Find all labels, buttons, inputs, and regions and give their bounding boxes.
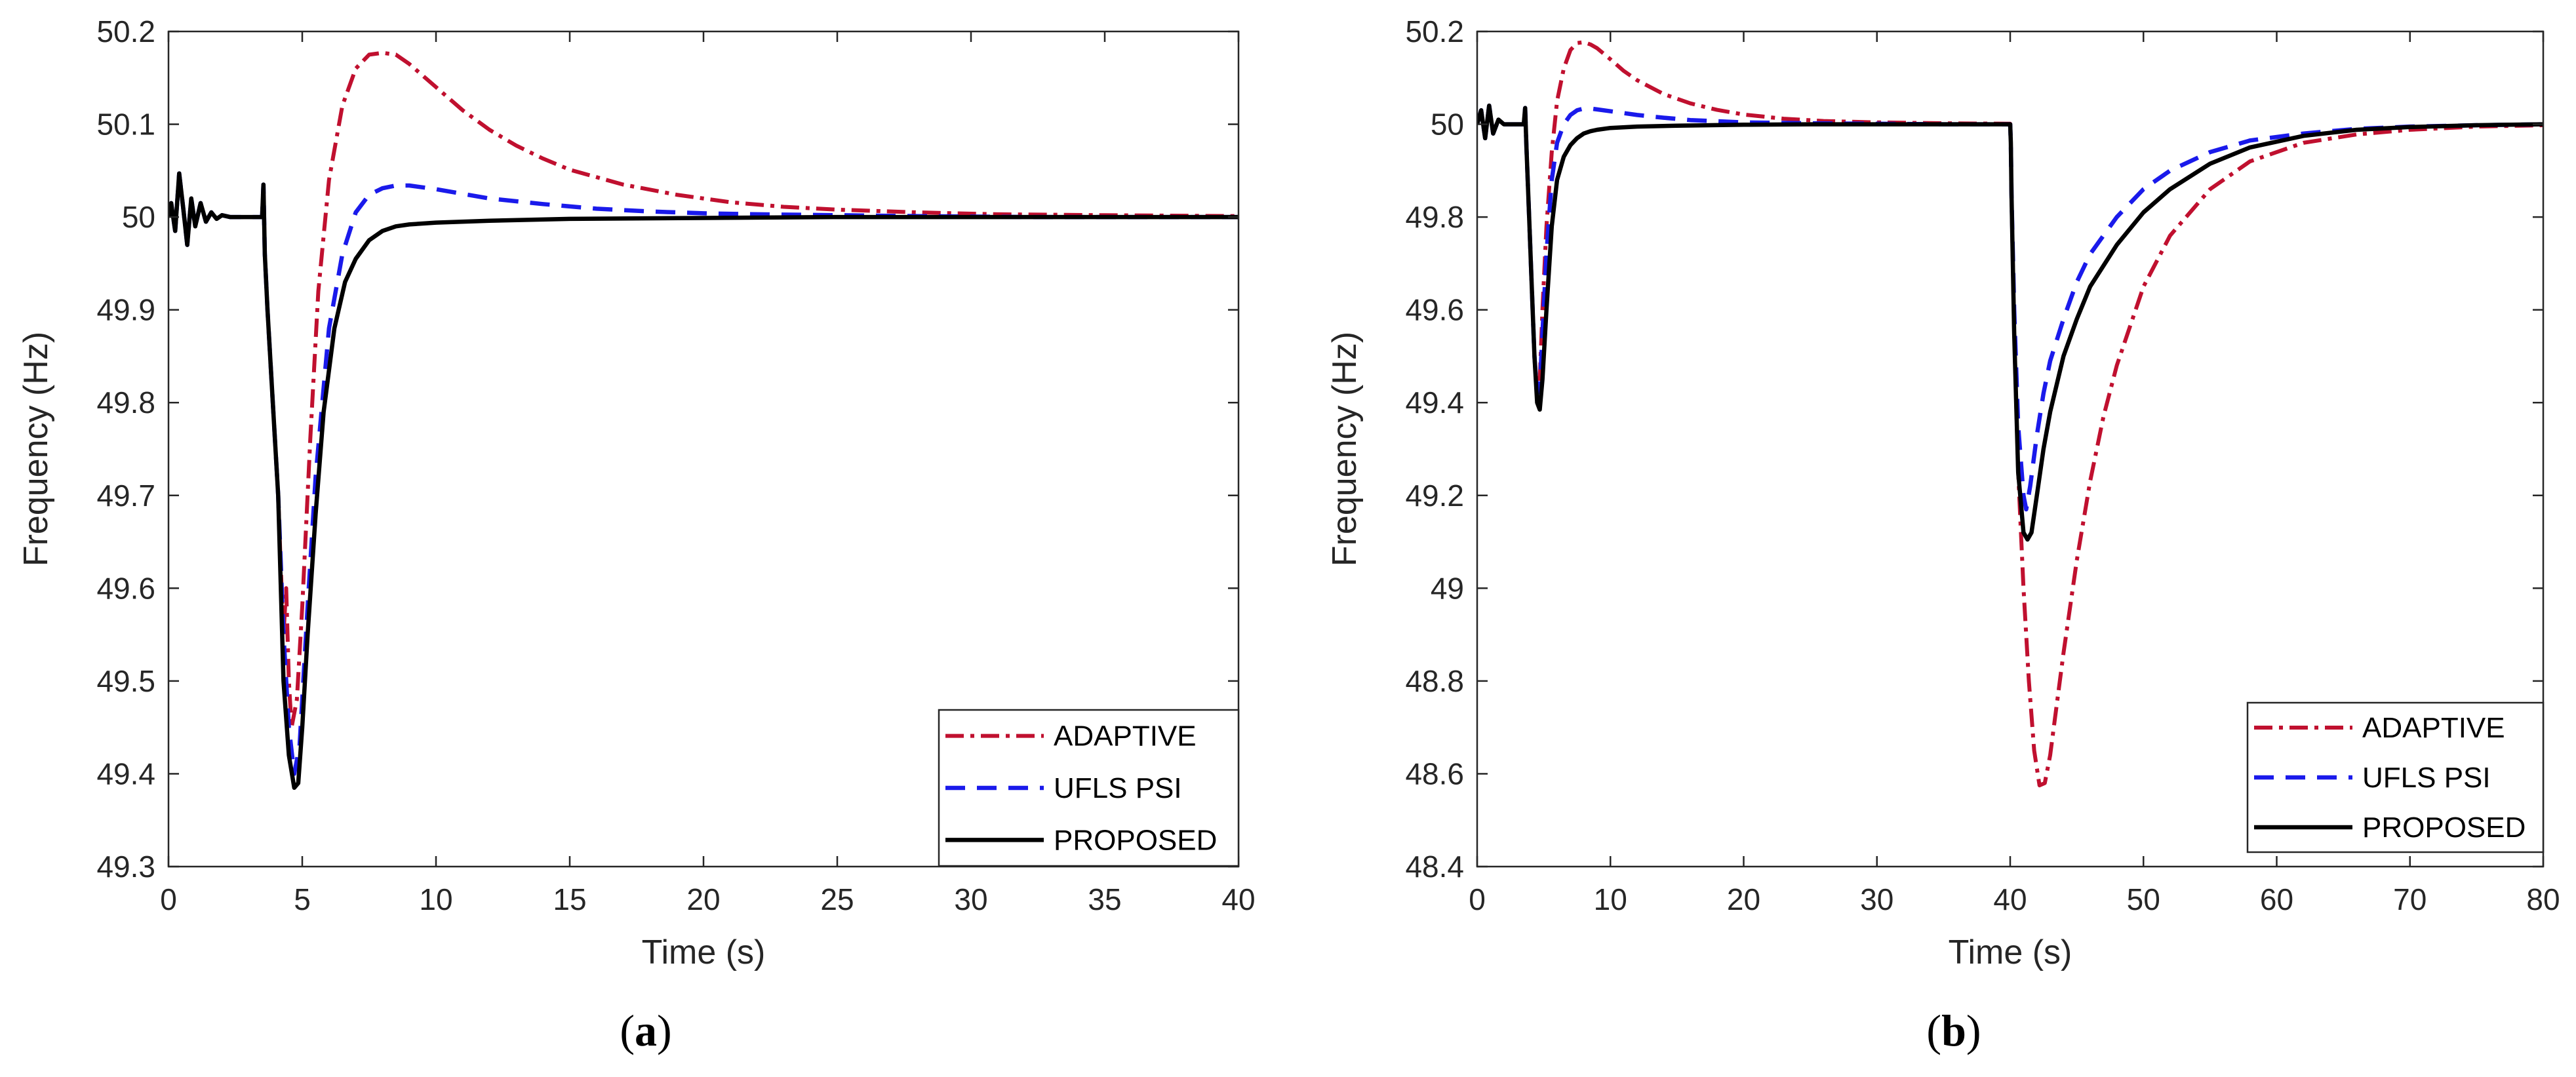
x-tick-label: 80 [2526,882,2560,916]
legend-label-proposed: PROPOSED [2362,812,2526,844]
x-axis-label: Time (s) [642,933,766,971]
series-line-proposed [1477,103,2543,542]
panel-b: 0 10 20 30 40 50 60 70 80 48.4 48.6 48.8 49 49.2 49.4 4… [1326,14,2560,1055]
legend-label-ufls: UFLS PSI [2362,762,2491,794]
x-tick-label: 50 [2127,882,2160,916]
x-tick-label: 40 [1221,882,1255,916]
y-tick-label: 49.9 [96,293,155,327]
x-tick-label: 30 [954,882,987,916]
x-tick-label: 35 [1088,882,1121,916]
caption-letter: a [635,1006,657,1055]
caption-letter: b [1941,1006,1966,1055]
y-tick-label: 48.4 [1405,850,1464,884]
series-line-adaptive [168,50,1238,730]
x-tick-label: 40 [1993,882,2027,916]
panel-a: 0 5 10 15 20 25 30 35 40 49.3 49.4 49.5 49.6 49.7 49.8… [17,14,1256,1055]
x-tick-label: 15 [553,882,586,916]
legend-label-proposed: PROPOSED [1054,824,1217,856]
panel-caption: (b) [1926,1006,1981,1055]
series-group [1477,40,2543,788]
y-tick-label: 49.4 [96,756,155,791]
caption-open: ( [620,1006,635,1055]
y-tick-label: 50 [122,200,155,234]
y-tick-label: 50.1 [96,108,155,142]
legend-label-ufls: UFLS PSI [1054,772,1182,804]
y-tick-label: 49.6 [96,571,155,605]
x-tick-label: 0 [1469,882,1486,916]
y-tick-label: 50.2 [96,14,155,49]
x-tick-label: 20 [1727,882,1760,916]
panel-caption: (a) [620,1006,671,1055]
series-line-proposed [168,171,1238,790]
y-tick-label: 49.3 [96,850,155,884]
x-tick-label: 25 [820,882,854,916]
y-tick-label: 48.8 [1405,664,1464,698]
legend-label-adaptive: ADAPTIVE [1054,720,1197,753]
x-tick-label: 60 [2260,882,2293,916]
caption-close: ) [657,1006,672,1055]
y-tick-label: 50 [1431,108,1464,142]
legend: ADAPTIVE UFLS PSI PROPOSED [2246,701,2545,853]
y-tick-label: 49.6 [1405,293,1464,327]
y-axis-label: Frequency (Hz) [17,332,55,566]
y-axis-label: Frequency (Hz) [1326,332,1364,566]
y-tick-label: 49.8 [1405,200,1464,234]
y-tick-label: 49.4 [1405,385,1464,420]
y-tick-label: 49.7 [96,479,155,513]
x-tick-label: 20 [686,882,720,916]
series-group [168,50,1238,790]
y-tick-label: 49 [1431,571,1464,605]
legend: ADAPTIVE UFLS PSI PROPOSED [938,709,1240,867]
y-tick-label: 49.8 [96,385,155,420]
x-tick-label: 5 [294,882,311,916]
y-tick-label: 49.2 [1405,479,1464,513]
caption-open: ( [1926,1006,1941,1055]
x-tick-label: 30 [1860,882,1893,916]
y-tick-label: 50.2 [1405,14,1464,49]
legend-label-adaptive: ADAPTIVE [2362,712,2505,744]
y-tick-label: 48.6 [1405,756,1464,791]
caption-close: ) [1966,1006,1981,1055]
x-tick-label: 10 [1594,882,1627,916]
x-tick-label: 70 [2393,882,2427,916]
x-tick-label: 10 [419,882,452,916]
y-tick-label: 49.5 [96,664,155,698]
x-tick-label: 0 [160,882,177,916]
x-axis-label: Time (s) [1949,933,2072,971]
